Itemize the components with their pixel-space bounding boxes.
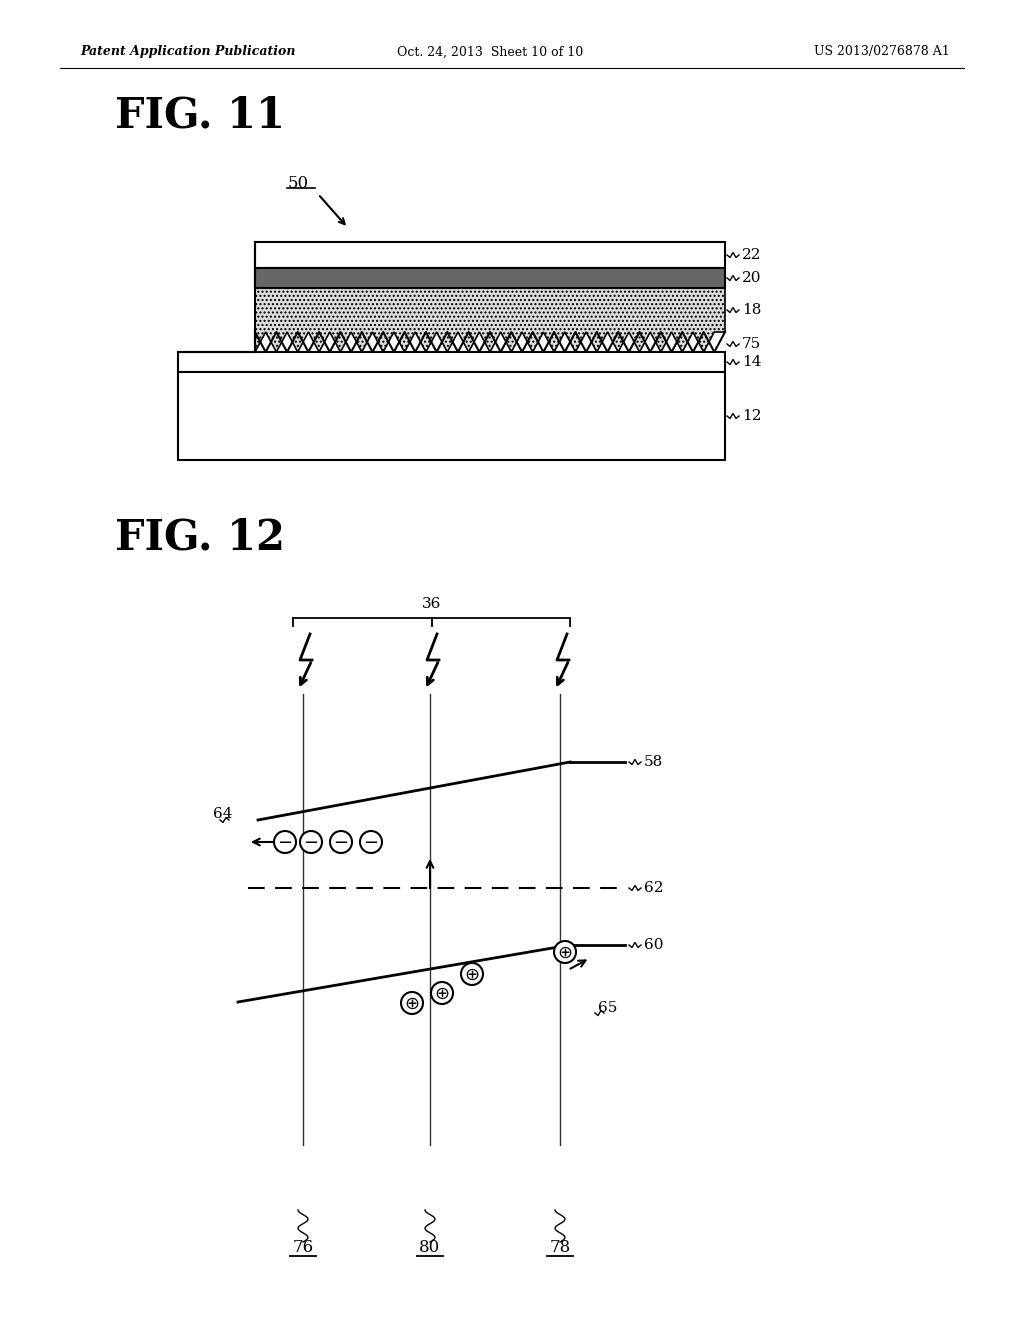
Text: 58: 58	[644, 755, 664, 770]
Text: 64: 64	[213, 807, 232, 821]
Text: 62: 62	[644, 880, 664, 895]
Circle shape	[401, 993, 423, 1014]
Text: 50: 50	[288, 174, 308, 191]
Text: 76: 76	[293, 1239, 313, 1257]
Text: Patent Application Publication: Patent Application Publication	[80, 45, 296, 58]
Text: −: −	[303, 834, 318, 851]
Bar	[178, 352, 725, 372]
Text: 80: 80	[420, 1239, 440, 1257]
Polygon shape	[255, 288, 725, 352]
Text: 18: 18	[742, 304, 762, 317]
Bar	[255, 242, 725, 268]
Text: −: −	[334, 834, 348, 851]
Text: Oct. 24, 2013  Sheet 10 of 10: Oct. 24, 2013 Sheet 10 of 10	[397, 45, 583, 58]
Bar	[255, 268, 725, 288]
Text: ⊕: ⊕	[434, 985, 450, 1003]
Text: 20: 20	[742, 271, 762, 285]
Text: ⊕: ⊕	[557, 944, 572, 962]
Circle shape	[554, 941, 575, 964]
Circle shape	[461, 964, 483, 985]
Text: 12: 12	[742, 409, 762, 422]
Text: 14: 14	[742, 355, 762, 370]
Text: 36: 36	[422, 597, 441, 611]
Bar	[178, 372, 725, 459]
Text: 75: 75	[742, 337, 761, 351]
Circle shape	[274, 832, 296, 853]
Circle shape	[300, 832, 322, 853]
Text: FIG. 12: FIG. 12	[115, 516, 285, 558]
Text: 60: 60	[644, 939, 664, 952]
Text: −: −	[278, 834, 293, 851]
Circle shape	[431, 982, 453, 1005]
Text: FIG. 11: FIG. 11	[115, 94, 285, 136]
Text: −: −	[364, 834, 379, 851]
Text: US 2013/0276878 A1: US 2013/0276878 A1	[814, 45, 950, 58]
Text: ⊕: ⊕	[404, 995, 420, 1012]
Text: 65: 65	[598, 1001, 617, 1015]
Text: 22: 22	[742, 248, 762, 261]
Text: 78: 78	[549, 1239, 570, 1257]
Circle shape	[330, 832, 352, 853]
Text: ⊕: ⊕	[465, 966, 479, 983]
Circle shape	[360, 832, 382, 853]
